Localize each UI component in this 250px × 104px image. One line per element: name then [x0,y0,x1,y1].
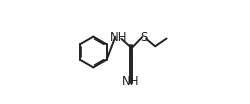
Text: S: S [140,31,148,44]
Text: NH: NH [122,75,140,88]
Text: NH: NH [110,31,127,44]
